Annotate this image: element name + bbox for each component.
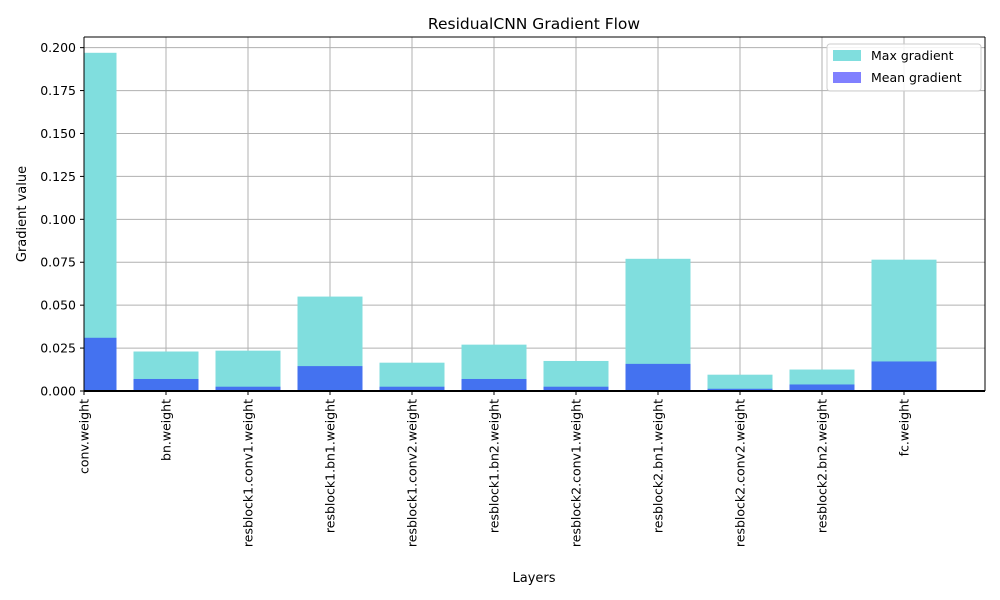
bar-mean-gradient bbox=[215, 386, 281, 391]
legend-label-mean-gradient: Mean gradient bbox=[871, 70, 962, 85]
mean-gradient-bars bbox=[84, 337, 937, 391]
x-tick-label: resblock1.conv1.weight bbox=[241, 399, 256, 547]
chart-title: ResidualCNN Gradient Flow bbox=[428, 15, 640, 33]
x-tick-label: resblock2.conv1.weight bbox=[569, 399, 584, 547]
legend-label-max-gradient: Max gradient bbox=[871, 48, 954, 63]
y-tick-label: 0.025 bbox=[40, 341, 76, 356]
max-gradient-bars bbox=[84, 52, 937, 391]
x-ticks: conv.weight bn.weight resblock1.conv1.weig… bbox=[77, 391, 912, 547]
bar-max-gradient bbox=[379, 362, 445, 391]
x-tick-label: resblock1.bn2.weight bbox=[487, 399, 502, 533]
y-tick-label: 0.150 bbox=[40, 126, 76, 141]
x-tick-label: resblock2.conv2.weight bbox=[733, 399, 748, 547]
bar-mean-gradient bbox=[789, 384, 855, 391]
legend-frame bbox=[826, 43, 982, 92]
bar-max-gradient bbox=[215, 350, 281, 391]
x-axis-title: Layers bbox=[512, 571, 555, 586]
bar-mean-gradient bbox=[461, 378, 527, 391]
y-tick-label: 0.050 bbox=[40, 298, 76, 313]
y-tick-label: 0.125 bbox=[40, 169, 76, 184]
bar-max-gradient bbox=[543, 360, 609, 391]
x-tick-label: fc.weight bbox=[897, 399, 912, 456]
x-tick-label: resblock1.bn1.weight bbox=[323, 399, 338, 533]
y-tick-label: 0.075 bbox=[40, 255, 76, 270]
grid bbox=[83, 37, 985, 392]
x-tick-label: conv.weight bbox=[77, 399, 92, 474]
bar-max-gradient bbox=[84, 52, 117, 391]
x-tick-label: resblock1.conv2.weight bbox=[405, 399, 420, 547]
x-tick-label: bn.weight bbox=[159, 399, 174, 461]
y-axis-title: Gradient value bbox=[15, 166, 30, 262]
legend-swatch-max-gradient bbox=[833, 50, 861, 61]
legend-swatch-mean-gradient bbox=[833, 72, 861, 83]
y-tick-label: 0.175 bbox=[40, 83, 76, 98]
bar-mean-gradient bbox=[133, 378, 199, 391]
y-ticks: 0.000 0.025 0.050 0.075 0.100 0.125 0.150 0.175… bbox=[40, 40, 84, 399]
axes bbox=[83, 36, 986, 392]
legend: Max gradient Mean gradient bbox=[826, 43, 982, 92]
bar-mean-gradient bbox=[543, 386, 609, 391]
bar-max-gradient bbox=[707, 374, 773, 391]
x-tick-label: resblock2.bn2.weight bbox=[815, 399, 830, 533]
bar-mean-gradient bbox=[625, 363, 691, 391]
y-tick-label: 0.200 bbox=[40, 40, 76, 55]
bar-mean-gradient bbox=[707, 388, 773, 391]
bar-mean-gradient bbox=[84, 337, 117, 391]
y-tick-label: 0.100 bbox=[40, 212, 76, 227]
bar-mean-gradient bbox=[379, 386, 445, 391]
bar-mean-gradient bbox=[871, 361, 937, 391]
y-tick-label: 0.000 bbox=[40, 384, 76, 399]
x-tick-label: resblock2.bn1.weight bbox=[651, 399, 666, 533]
bar-mean-gradient bbox=[297, 366, 363, 391]
